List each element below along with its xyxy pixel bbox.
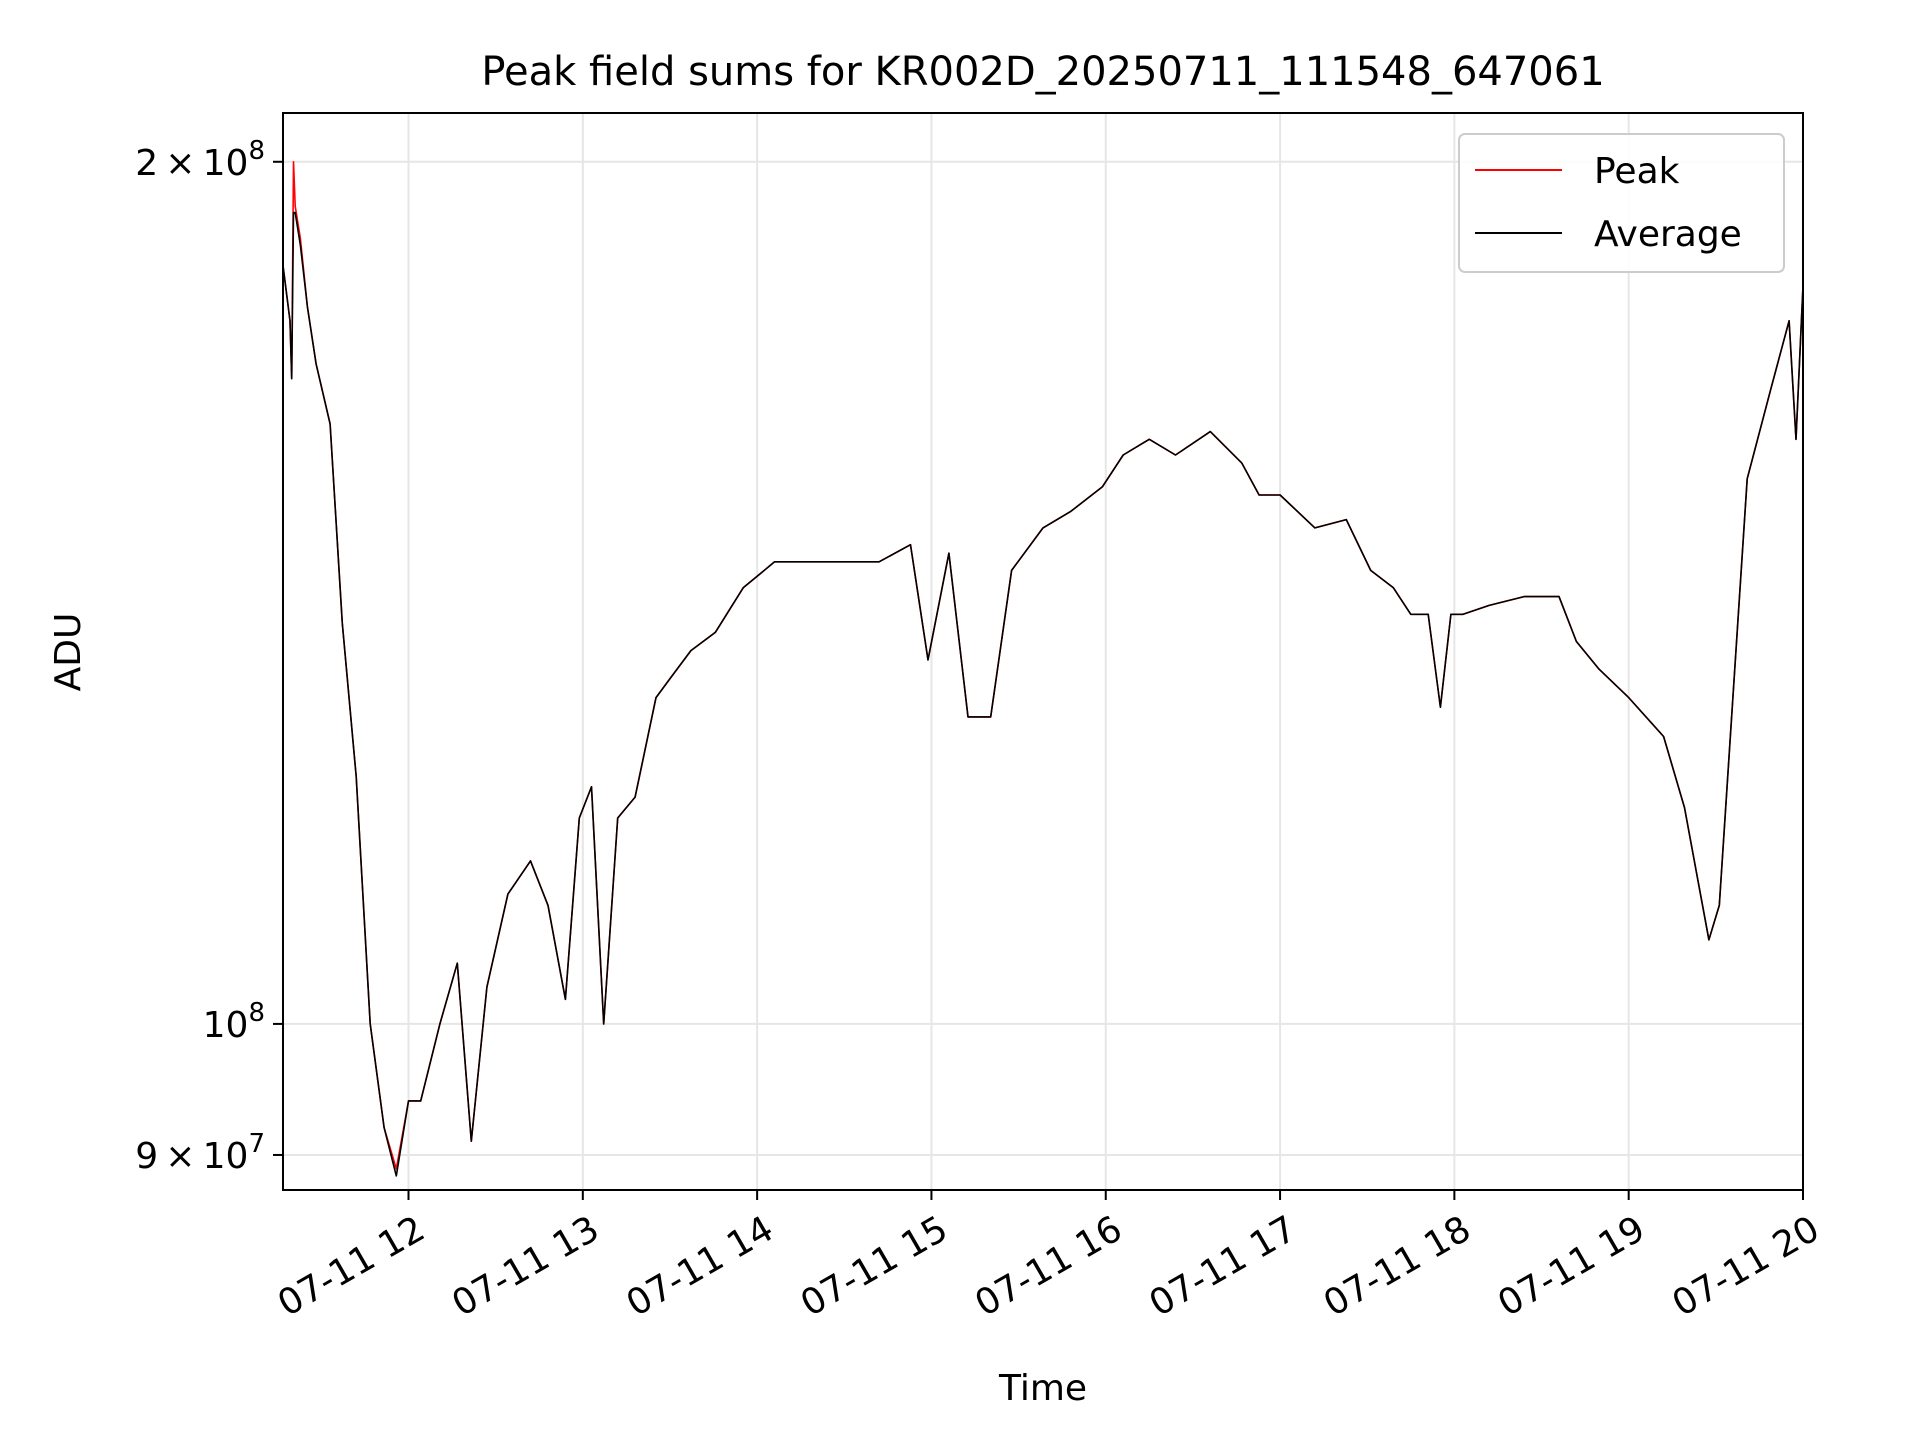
y-axis-label: ADU [48, 613, 89, 692]
legend-box [1458, 133, 1785, 273]
y-tick-exponent: 8 [248, 998, 265, 1028]
plot-frame [282, 112, 1804, 1191]
y-tick-exponent: 7 [248, 1129, 265, 1159]
series-line-average [283, 211, 1803, 1177]
y-tick-mantissa: 2 [135, 143, 158, 184]
y-tick-label: 2 × 108 [135, 136, 265, 184]
x-axis-label: Time [998, 1368, 1087, 1409]
y-axis: 9 × 107 108 2 × 108 [135, 136, 283, 1177]
legend: Peak Average [1458, 133, 1785, 273]
y-tick-mantissa: 9 [135, 1136, 158, 1177]
legend-label-peak: Peak [1594, 151, 1680, 192]
chart-title: Peak field sums for KR002D_20250711_1115… [481, 49, 1604, 95]
y-tick-exponent: 8 [248, 136, 265, 166]
legend-label-average: Average [1594, 214, 1742, 255]
series-layer [283, 161, 1803, 1177]
y-tick-label: 9 × 107 [135, 1129, 265, 1177]
y-tick-label: 108 [203, 998, 265, 1046]
